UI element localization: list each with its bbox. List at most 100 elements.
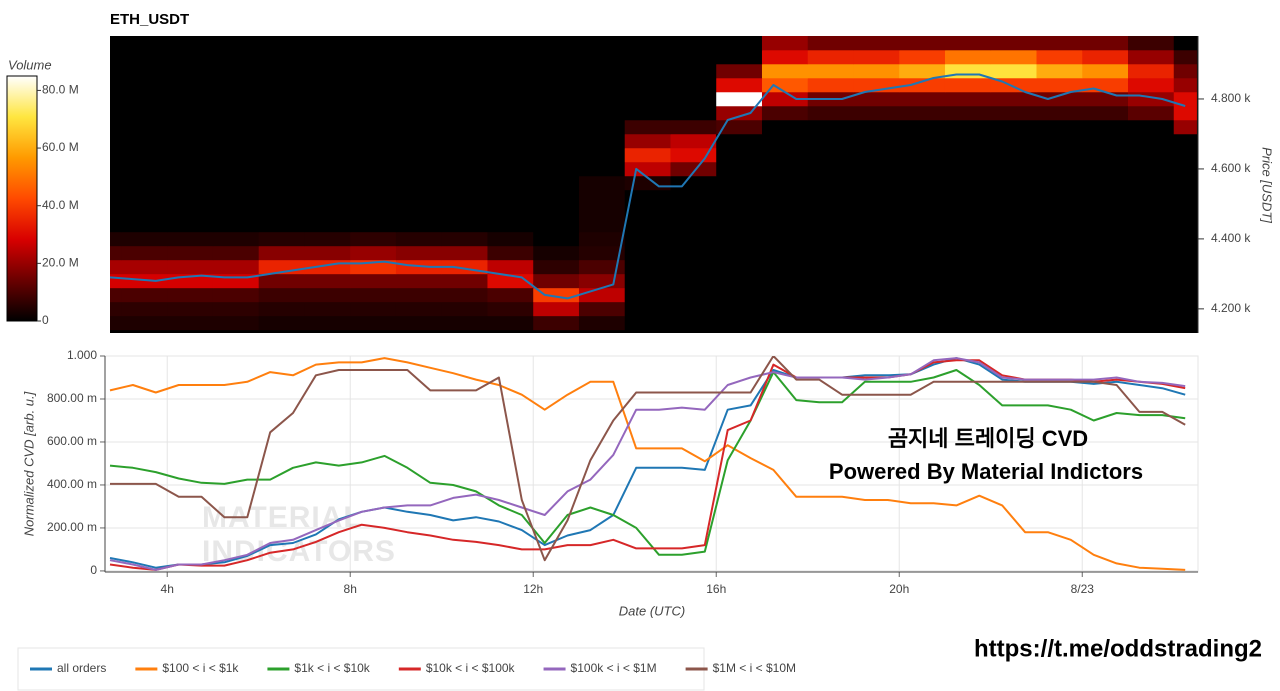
- heat-cell: [487, 161, 534, 177]
- y-tick-label: 4.200 k: [1211, 301, 1251, 315]
- heat-cell: [624, 77, 671, 93]
- heat-cell: [944, 91, 992, 107]
- heat-cell: [944, 245, 992, 261]
- annotation: Powered By Material Indictors: [829, 459, 1143, 484]
- heat-cell: [487, 245, 534, 261]
- heat-cell: [1036, 189, 1083, 205]
- heat-cell: [1173, 63, 1197, 79]
- x-tick-label: 8/23: [1071, 582, 1095, 596]
- heat-cell: [1036, 175, 1083, 191]
- heat-cell: [944, 161, 992, 177]
- heat-cell: [212, 287, 259, 303]
- heat-cell: [533, 49, 580, 65]
- heat-cell: [807, 301, 854, 317]
- heat-cell: [716, 133, 763, 149]
- link[interactable]: https://t.me/oddstrading2: [974, 635, 1262, 662]
- heat-cell: [395, 245, 443, 261]
- heat-cell: [807, 231, 854, 247]
- heat-cell: [716, 36, 763, 51]
- heat-cell: [1127, 315, 1175, 331]
- heat-cell: [304, 245, 351, 261]
- heat-cell: [350, 287, 397, 303]
- heat-cell: [121, 161, 168, 177]
- heat-cell: [110, 133, 122, 149]
- heat-cell: [1127, 133, 1175, 149]
- heat-cell: [487, 217, 534, 233]
- heat-cell: [990, 301, 1037, 317]
- heat-cell: [350, 175, 397, 191]
- heat-cell: [990, 105, 1037, 121]
- heat-cell: [167, 77, 214, 93]
- heat-cell: [899, 161, 946, 177]
- heat-cell: [670, 217, 717, 233]
- heat-cell: [533, 119, 580, 135]
- heat-cell: [121, 91, 168, 107]
- heat-cell: [1036, 63, 1083, 79]
- heat-cell: [853, 175, 900, 191]
- heat-cell: [761, 217, 809, 233]
- heat-cell: [110, 259, 122, 275]
- y-tick-label: 0: [90, 563, 97, 577]
- heat-cell: [395, 147, 443, 163]
- heat-cell: [121, 203, 168, 219]
- heat-cell: [258, 231, 305, 247]
- heat-cell: [395, 91, 443, 107]
- heat-cell: [121, 273, 168, 289]
- heat-cell: [899, 77, 946, 93]
- heat-cell: [487, 133, 534, 149]
- heat-cell: [350, 133, 397, 149]
- heat-cell: [761, 245, 809, 261]
- heat-cell: [944, 105, 992, 121]
- heat-cell: [1173, 203, 1197, 219]
- heat-cell: [121, 315, 168, 331]
- heat-cell: [258, 147, 305, 163]
- heat-cell: [350, 301, 397, 317]
- heat-cell: [578, 217, 626, 233]
- heat-cell: [624, 105, 671, 121]
- heat-cell: [624, 273, 671, 289]
- heat-cell: [304, 287, 351, 303]
- heat-cell: [350, 273, 397, 289]
- heat-cell: [110, 245, 122, 261]
- heat-cell: [944, 287, 992, 303]
- heat-cell: [110, 119, 122, 135]
- heat-cell: [121, 133, 168, 149]
- heat-cell: [1127, 91, 1175, 107]
- heat-cell: [487, 119, 534, 135]
- heat-cell: [110, 36, 122, 51]
- heat-cell: [395, 175, 443, 191]
- heat-cell: [1127, 49, 1175, 65]
- heat-cell: [853, 245, 900, 261]
- heat-cell: [212, 119, 259, 135]
- heat-cell: [258, 175, 305, 191]
- heat-cell: [624, 147, 671, 163]
- heat-cell: [441, 301, 488, 317]
- heat-cell: [990, 119, 1037, 135]
- heat-cell: [944, 189, 992, 205]
- heat-cell: [258, 287, 305, 303]
- heat-cell: [1127, 273, 1175, 289]
- heat-cell: [899, 301, 946, 317]
- heat-cell: [716, 273, 763, 289]
- heat-cell: [1127, 231, 1175, 247]
- heat-cell: [304, 105, 351, 121]
- heat-cell: [1127, 245, 1175, 261]
- heat-cell: [212, 301, 259, 317]
- heat-cell: [533, 91, 580, 107]
- heat-cell: [899, 175, 946, 191]
- heat-cell: [533, 273, 580, 289]
- heat-cell: [990, 49, 1037, 65]
- heat-cell: [487, 189, 534, 205]
- heat-cell: [212, 259, 259, 275]
- heat-cell: [624, 231, 671, 247]
- heat-cell: [212, 245, 259, 261]
- heat-cell: [761, 105, 809, 121]
- heat-cell: [212, 77, 259, 93]
- heat-cell: [899, 147, 946, 163]
- heat-cell: [670, 259, 717, 275]
- heat-cell: [853, 49, 900, 65]
- y-tick-label: 4.600 k: [1211, 161, 1251, 175]
- heat-cell: [350, 217, 397, 233]
- heat-cell: [1036, 91, 1083, 107]
- heat-cell: [670, 63, 717, 79]
